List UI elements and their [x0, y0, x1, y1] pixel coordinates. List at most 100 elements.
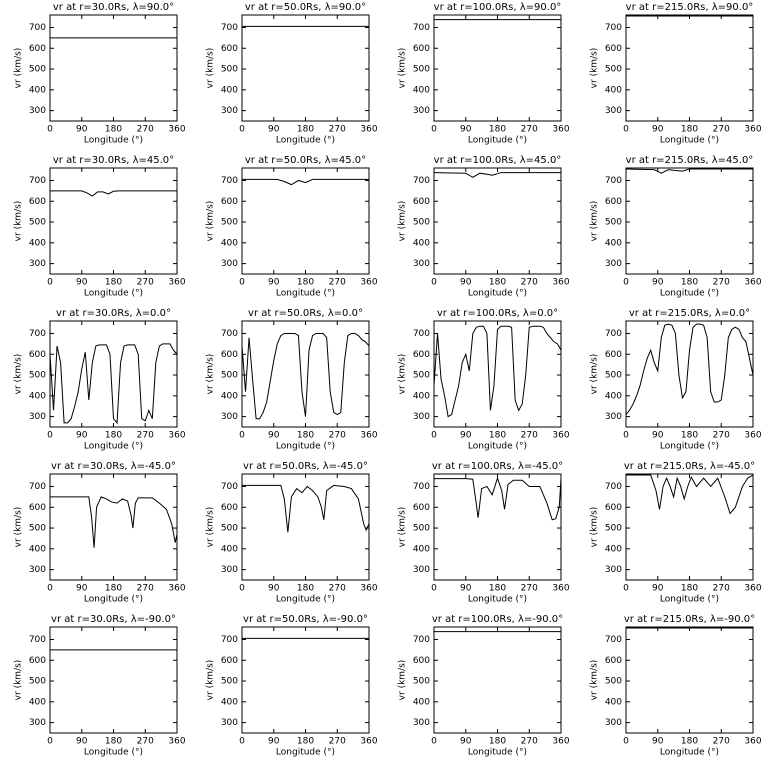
plot-frame — [241, 473, 370, 581]
x-tick-label: 270 — [329, 125, 346, 135]
x-tick-label: 180 — [297, 125, 314, 135]
x-tick-label: 270 — [137, 278, 154, 288]
panel-title: vr at r=50.0Rs, λ=45.0° — [245, 155, 366, 166]
y-tick-label: 600 — [221, 656, 238, 666]
x-axis-label: Longitude (°) — [84, 595, 143, 605]
x-tick-label: 0 — [431, 584, 437, 594]
y-tick-label: 600 — [29, 656, 46, 666]
y-axis-label: vr (km/s) — [206, 48, 216, 89]
x-tick-label: 90 — [76, 278, 88, 288]
plot-frame — [49, 473, 178, 581]
x-tick-label: 0 — [47, 278, 53, 288]
y-tick-label: 300 — [605, 106, 622, 116]
x-tick-label: 0 — [623, 431, 629, 441]
y-tick-label: 400 — [605, 697, 622, 707]
y-tick-label: 700 — [605, 635, 622, 645]
x-tick-label: 180 — [489, 584, 506, 594]
y-tick-label: 400 — [29, 544, 46, 554]
x-tick-label: 270 — [713, 737, 730, 747]
plot-frame — [241, 320, 370, 428]
y-tick-label: 300 — [221, 106, 238, 116]
x-tick-label: 0 — [623, 125, 629, 135]
y-tick-label: 400 — [29, 238, 46, 248]
x-tick-label: 0 — [239, 278, 245, 288]
x-tick-label: 90 — [268, 278, 280, 288]
x-tick-label: 90 — [652, 278, 664, 288]
y-tick-label: 700 — [221, 23, 238, 33]
plot-frame — [49, 626, 178, 734]
x-tick-label: 90 — [652, 431, 664, 441]
x-tick-label: 0 — [47, 431, 53, 441]
x-tick-label: 270 — [137, 125, 154, 135]
y-tick-label: 700 — [605, 176, 622, 186]
y-axis-label: vr (km/s) — [14, 507, 24, 548]
x-tick-label: 0 — [431, 278, 437, 288]
panel-title: vr at r=100.0Rs, λ=0.0° — [437, 308, 558, 319]
plot-frame — [625, 473, 754, 581]
x-tick-label: 360 — [552, 125, 569, 135]
y-tick-label: 700 — [413, 176, 430, 186]
x-tick-label: 90 — [460, 737, 472, 747]
y-tick-label: 500 — [221, 65, 238, 75]
x-tick-label: 0 — [47, 737, 53, 747]
y-tick-label: 300 — [413, 718, 430, 728]
y-tick-label: 300 — [29, 565, 46, 575]
panel-title: vr at r=100.0Rs, λ=-45.0° — [432, 461, 563, 472]
x-tick-label: 360 — [360, 737, 377, 747]
x-tick-label: 360 — [744, 584, 761, 594]
x-tick-label: 90 — [268, 584, 280, 594]
y-axis-label: vr (km/s) — [206, 354, 216, 395]
panel-title: vr at r=50.0Rs, λ=0.0° — [248, 308, 363, 319]
panel-title: vr at r=50.0Rs, λ=90.0° — [245, 2, 366, 13]
y-tick-label: 400 — [413, 697, 430, 707]
y-axis-label: vr (km/s) — [398, 660, 408, 701]
x-tick-label: 360 — [168, 278, 185, 288]
x-tick-label: 180 — [489, 278, 506, 288]
x-tick-label: 0 — [623, 278, 629, 288]
x-tick-label: 90 — [76, 431, 88, 441]
x-tick-label: 180 — [297, 431, 314, 441]
x-tick-label: 180 — [681, 431, 698, 441]
y-tick-label: 500 — [221, 371, 238, 381]
y-tick-label: 700 — [29, 635, 46, 645]
panel-title: vr at r=215.0Rs, λ=90.0° — [626, 2, 754, 13]
x-axis-label: Longitude (°) — [276, 595, 335, 605]
y-tick-label: 700 — [29, 176, 46, 186]
y-tick-label: 300 — [605, 259, 622, 269]
y-tick-label: 500 — [605, 371, 622, 381]
y-tick-label: 500 — [221, 677, 238, 687]
plot-frame — [241, 167, 370, 275]
y-tick-label: 300 — [221, 259, 238, 269]
x-axis-label: Longitude (°) — [276, 136, 335, 146]
x-tick-label: 270 — [713, 125, 730, 135]
y-tick-label: 500 — [605, 524, 622, 534]
x-tick-label: 90 — [460, 278, 472, 288]
y-tick-label: 300 — [605, 565, 622, 575]
y-tick-label: 300 — [29, 718, 46, 728]
y-tick-label: 500 — [221, 524, 238, 534]
y-axis-label: vr (km/s) — [14, 660, 24, 701]
x-tick-label: 360 — [168, 125, 185, 135]
plot-frame — [241, 626, 370, 734]
x-tick-label: 270 — [521, 431, 538, 441]
panel-title: vr at r=215.0Rs, λ=45.0° — [626, 155, 754, 166]
x-tick-label: 270 — [713, 431, 730, 441]
x-tick-label: 360 — [360, 125, 377, 135]
y-tick-label: 600 — [605, 350, 622, 360]
x-tick-label: 90 — [460, 125, 472, 135]
y-tick-label: 700 — [413, 635, 430, 645]
x-tick-label: 180 — [489, 737, 506, 747]
x-tick-label: 0 — [623, 737, 629, 747]
x-tick-label: 270 — [137, 431, 154, 441]
x-axis-label: Longitude (°) — [468, 595, 527, 605]
x-tick-label: 360 — [552, 431, 569, 441]
x-tick-label: 360 — [360, 431, 377, 441]
x-tick-label: 270 — [713, 584, 730, 594]
panel-title: vr at r=215.0Rs, λ=0.0° — [629, 308, 750, 319]
x-tick-label: 0 — [431, 431, 437, 441]
y-tick-label: 300 — [413, 565, 430, 575]
x-tick-label: 0 — [239, 125, 245, 135]
data-line — [49, 343, 178, 425]
x-tick-label: 270 — [521, 278, 538, 288]
